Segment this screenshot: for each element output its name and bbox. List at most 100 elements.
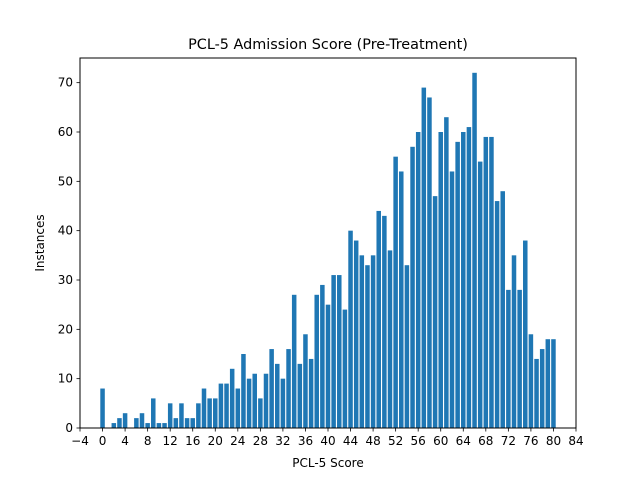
bar-score-68 — [483, 136, 489, 428]
bar-score-46 — [359, 255, 365, 428]
bar-score-70 — [494, 201, 500, 428]
bar-score-58 — [427, 97, 432, 428]
x-tick-label: 52 — [388, 434, 403, 448]
x-tick-label: 28 — [253, 434, 268, 448]
bar-score-63 — [455, 141, 460, 428]
y-tick-label: 70 — [58, 76, 73, 90]
x-tick-label: 48 — [365, 434, 380, 448]
bars-group — [100, 72, 556, 429]
y-axis-ticks: 0 10 20 30 40 50 60 70 — [58, 76, 80, 435]
bar-score-50 — [382, 215, 387, 428]
bar-score-66 — [472, 72, 477, 429]
bar-score-36 — [303, 334, 308, 428]
bar-score-21 — [218, 383, 224, 428]
bar-score-65 — [466, 127, 472, 428]
x-tick-label: 76 — [523, 434, 538, 448]
x-tick-label: 12 — [163, 434, 178, 448]
bar-score-71 — [500, 191, 505, 428]
bar-score-16 — [190, 418, 195, 428]
bar-score-45 — [353, 240, 359, 428]
bar-score-2 — [111, 423, 117, 428]
bar-score-41 — [331, 275, 336, 428]
x-tick-label: 4 — [121, 434, 129, 448]
bar-score-30 — [269, 349, 274, 428]
y-tick-label: 10 — [58, 372, 73, 386]
x-tick-label: 44 — [343, 434, 358, 448]
x-tick-label: 8 — [144, 434, 152, 448]
y-axis-label: Instances — [33, 214, 47, 271]
bar-score-32 — [280, 378, 286, 428]
x-tick-label: 80 — [546, 434, 561, 448]
x-tick-label: 40 — [320, 434, 335, 448]
bar-score-69 — [489, 136, 494, 428]
y-tick-label: 60 — [58, 125, 73, 139]
bar-score-39 — [320, 284, 325, 428]
bar-score-42 — [337, 275, 342, 428]
bar-score-15 — [184, 418, 190, 428]
bar-score-13 — [173, 418, 179, 428]
bar-score-49 — [376, 210, 381, 428]
bar-score-11 — [162, 423, 167, 428]
bar-score-76 — [528, 334, 534, 428]
x-tick-label: −4 — [71, 434, 89, 448]
bar-score-73 — [511, 255, 517, 428]
y-tick-label: 30 — [58, 273, 73, 287]
bar-score-37 — [308, 358, 314, 428]
bar-score-51 — [387, 250, 393, 428]
bar-score-40 — [325, 304, 331, 428]
y-tick-label: 0 — [65, 421, 73, 435]
x-axis-ticks: −4 0 4 8 12 16 20 24 28 32 36 40 44 48 52 56 60 64 68 72 76 8… — [71, 428, 584, 448]
bar-score-57 — [421, 87, 427, 428]
bar-score-22 — [224, 383, 229, 428]
bar-score-79 — [545, 339, 551, 428]
bar-score-60 — [438, 132, 443, 428]
bar-score-72 — [506, 289, 511, 428]
bar-score-7 — [139, 413, 145, 428]
bar-score-52 — [393, 156, 398, 429]
bar-score-67 — [477, 161, 483, 428]
bar-score-24 — [235, 388, 241, 428]
bar-score-33 — [286, 349, 291, 428]
bar-score-12 — [167, 403, 173, 428]
bar-score-3 — [117, 418, 122, 428]
bar-score-28 — [258, 398, 263, 428]
bar-score-25 — [241, 354, 246, 428]
bar-score-77 — [534, 358, 539, 428]
bar-score-23 — [229, 368, 235, 428]
y-tick-label: 40 — [58, 224, 73, 238]
x-tick-label: 72 — [501, 434, 516, 448]
x-tick-label: 20 — [208, 434, 223, 448]
bar-score-74 — [517, 289, 522, 428]
y-tick-label: 50 — [58, 174, 73, 188]
bar-score-29 — [263, 373, 269, 428]
bar-score-6 — [134, 418, 139, 428]
x-tick-label: 60 — [433, 434, 448, 448]
bar-score-61 — [444, 117, 449, 428]
bar-score-78 — [539, 349, 545, 428]
y-tick-label: 20 — [58, 322, 73, 336]
bar-score-4 — [122, 413, 128, 428]
bar-score-10 — [156, 423, 162, 428]
bar-score-34 — [291, 294, 297, 428]
bar-score-18 — [201, 388, 207, 428]
x-tick-label: 36 — [298, 434, 313, 448]
x-tick-label: 68 — [478, 434, 493, 448]
chart-title: PCL-5 Admission Score (Pre-Treatment) — [188, 37, 468, 53]
bar-score-38 — [314, 294, 319, 428]
bar-score-64 — [461, 132, 466, 428]
x-tick-label: 24 — [230, 434, 245, 448]
bar-score-14 — [179, 403, 184, 428]
bar-score-0 — [100, 388, 105, 428]
x-tick-label: 0 — [99, 434, 107, 448]
bar-score-20 — [213, 398, 218, 428]
bar-score-53 — [399, 171, 404, 428]
bar-score-55 — [410, 146, 415, 429]
bar-score-59 — [432, 196, 438, 428]
x-tick-label: 64 — [456, 434, 471, 448]
x-tick-label: 32 — [275, 434, 290, 448]
bar-score-62 — [449, 171, 455, 428]
bar-score-75 — [523, 240, 528, 428]
bar-score-31 — [275, 363, 280, 428]
